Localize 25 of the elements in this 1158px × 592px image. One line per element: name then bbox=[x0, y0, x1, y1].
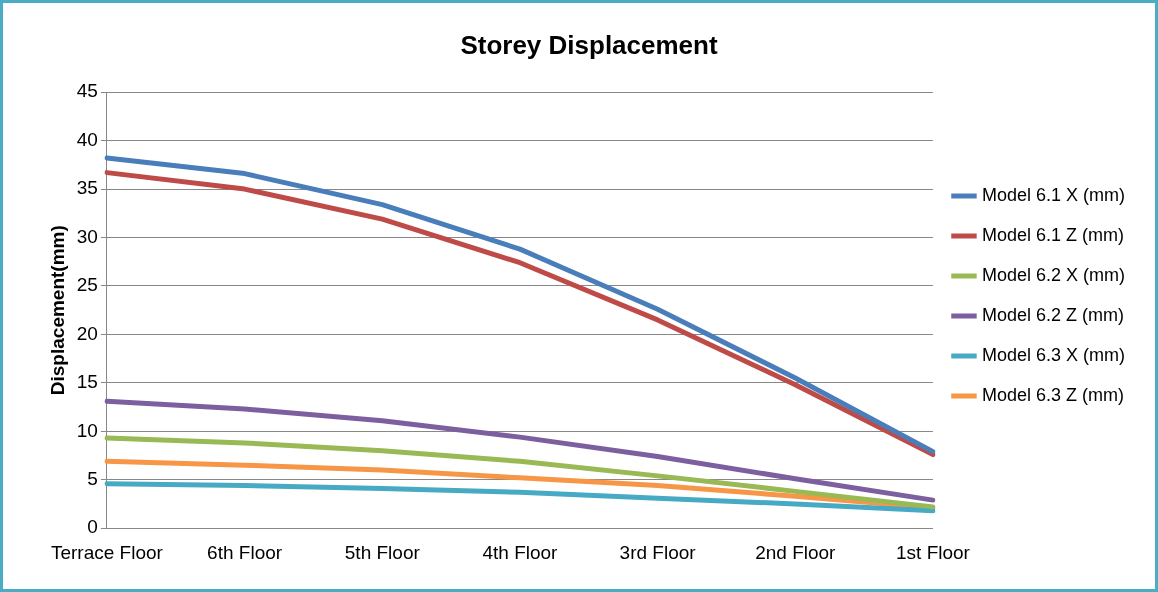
legend-label: Model 6.1 Z (mm) bbox=[981, 224, 1124, 245]
y-tick-label: 30 bbox=[76, 225, 98, 247]
x-tick-label: Terrace Floor bbox=[50, 541, 164, 563]
x-tick-label: 2nd Floor bbox=[755, 541, 837, 563]
x-tick-label: 6th Floor bbox=[207, 541, 283, 563]
x-tick-label: 4th Floor bbox=[482, 541, 559, 563]
y-tick-label: 40 bbox=[76, 128, 98, 150]
legend-label: Model 6.3 X (mm) bbox=[981, 344, 1126, 365]
legend-label: Model 6.2 X (mm) bbox=[981, 264, 1126, 285]
y-tick-label: 15 bbox=[76, 371, 98, 393]
legend-label: Model 6.2 Z (mm) bbox=[981, 304, 1124, 325]
y-tick-label: 25 bbox=[76, 274, 98, 296]
legend-label: Model 6.3 Z (mm) bbox=[981, 384, 1124, 405]
y-tick-label: 5 bbox=[87, 467, 98, 489]
y-tick-label: 20 bbox=[76, 322, 98, 344]
legend-label: Model 6.1 X (mm) bbox=[981, 184, 1126, 205]
chart-title: Storey Displacement bbox=[460, 29, 718, 60]
y-axis-title: Displacement(mm) bbox=[46, 225, 68, 396]
y-tick-label: 35 bbox=[76, 177, 98, 199]
x-tick-label: 5th Floor bbox=[344, 541, 421, 563]
y-tick-label: 10 bbox=[76, 419, 98, 441]
x-tick-label: 1st Floor bbox=[896, 541, 971, 563]
y-tick-label: 45 bbox=[76, 80, 98, 102]
y-tick-label: 0 bbox=[87, 516, 98, 538]
x-tick-label: 3rd Floor bbox=[619, 541, 697, 563]
